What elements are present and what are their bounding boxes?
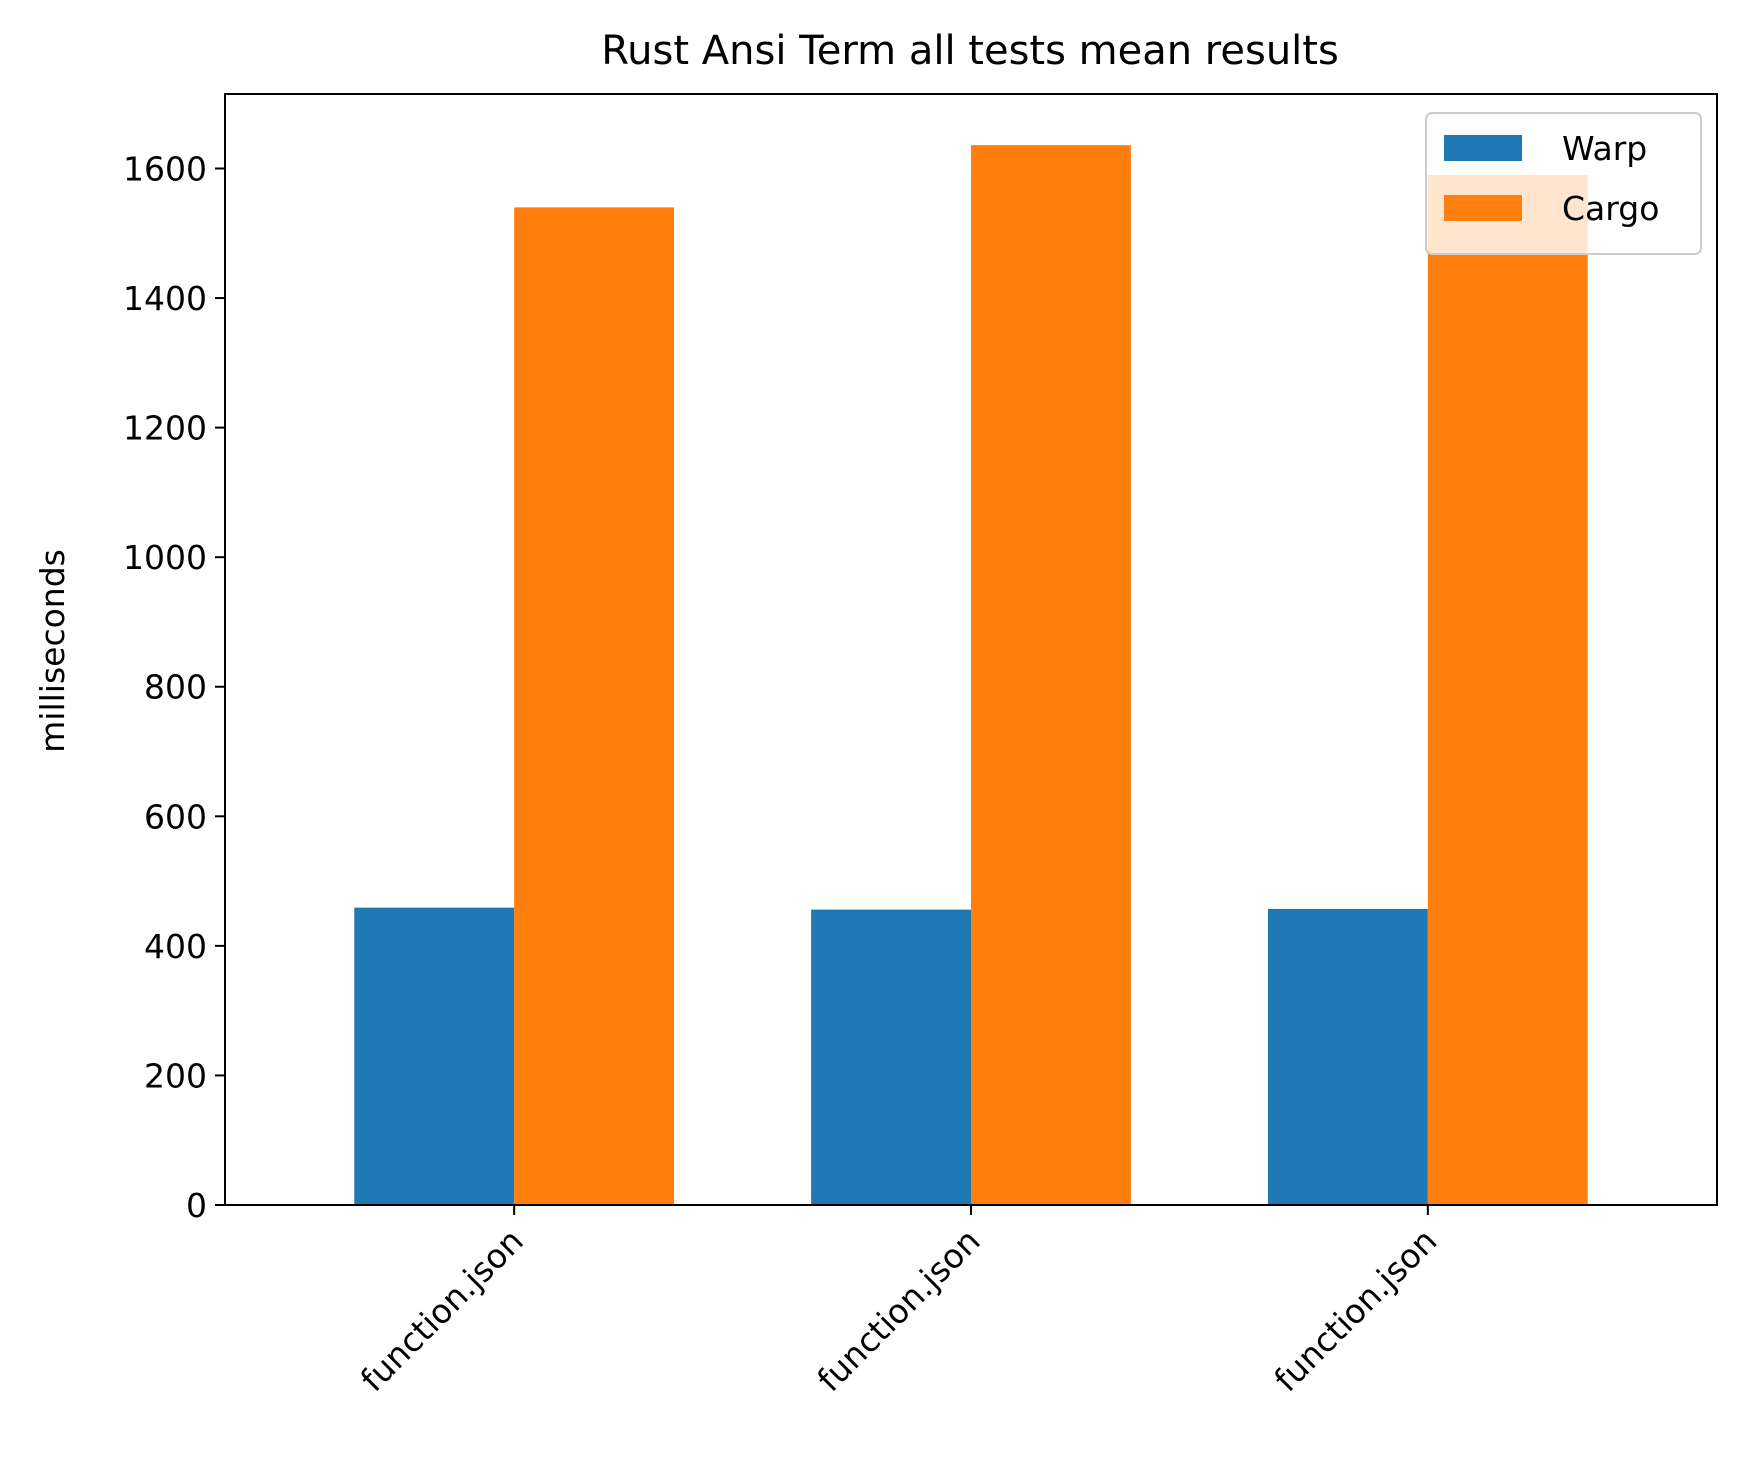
y-tick-label: 400	[144, 927, 207, 966]
legend-label-cargo: Cargo	[1562, 189, 1659, 228]
y-axis-label: milliseconds	[33, 549, 72, 753]
y-tick-label: 1000	[123, 538, 207, 577]
bar-cargo-2	[1427, 174, 1588, 1205]
x-tick-label: function.json	[353, 1221, 531, 1399]
chart-title: Rust Ansi Term all tests mean results	[601, 28, 1339, 74]
y-tick-label: 600	[144, 797, 207, 836]
y-tick-label: 200	[144, 1056, 207, 1095]
y-tick-label: 0	[186, 1186, 207, 1225]
y-tick-label: 1600	[123, 149, 207, 188]
bars-layer	[354, 145, 1588, 1206]
legend-label-warp: Warp	[1562, 129, 1647, 168]
bar-warp-2	[1267, 908, 1428, 1205]
x-tick-label: function.json	[1266, 1221, 1444, 1399]
y-tick-label: 1400	[123, 279, 207, 318]
x-tick-label: function.json	[810, 1221, 988, 1399]
y-tick-label: 800	[144, 668, 207, 707]
legend-swatch-cargo	[1444, 195, 1522, 221]
legend-swatch-warp	[1444, 135, 1522, 161]
bar-cargo-1	[971, 145, 1131, 1206]
bar-warp-1	[811, 909, 971, 1205]
bar-cargo-0	[514, 207, 675, 1206]
y-tick-label: 1200	[123, 409, 207, 448]
legend: Warp Cargo	[1425, 112, 1702, 255]
bar-warp-0	[354, 907, 515, 1205]
